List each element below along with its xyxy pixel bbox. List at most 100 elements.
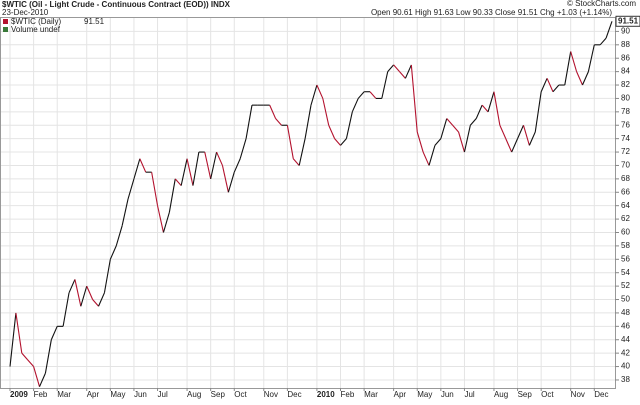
price-segment <box>15 312 23 354</box>
price-segment <box>180 158 188 186</box>
y-tick-label: 78 <box>621 107 630 116</box>
y-tick-label: 42 <box>621 348 630 357</box>
y-tick-label: 60 <box>621 228 630 237</box>
price-segment <box>381 71 389 99</box>
price-segment <box>316 84 324 99</box>
chart-title: $WTIC (Oil - Light Crude - Continuous Co… <box>2 0 231 9</box>
price-segment <box>605 21 613 39</box>
price-segment <box>50 326 58 340</box>
price-segment <box>98 292 105 307</box>
price-segment <box>133 158 141 180</box>
price-segment <box>210 151 218 179</box>
price-segment <box>399 71 406 79</box>
price-segment <box>505 138 513 153</box>
price-segment <box>357 91 365 99</box>
x-tick-label: Aug <box>494 390 508 399</box>
y-tick-label: 50 <box>621 295 630 304</box>
y-tick-label: 88 <box>621 40 630 49</box>
x-tick-label: Jul <box>464 390 474 399</box>
y-tick-label: 72 <box>621 147 630 156</box>
price-segment <box>286 125 294 159</box>
price-segment <box>115 225 123 247</box>
legend-label: $WTIC (Daily) <box>11 17 62 26</box>
last-value-label: 91.51 <box>618 16 639 25</box>
price-segment <box>475 104 483 119</box>
y-tick-label: 58 <box>621 241 630 250</box>
x-tick-label: Mar <box>364 390 378 399</box>
x-tick-label: Mar <box>57 390 71 399</box>
price-segment <box>168 178 176 213</box>
price-segment <box>121 198 129 226</box>
x-tick-label: Jul <box>158 390 168 399</box>
x-tick-label: Nov <box>571 390 585 399</box>
price-segment <box>92 299 99 307</box>
x-tick-label: Oct <box>541 390 554 399</box>
price-segment <box>269 104 277 119</box>
x-tick-label: Sep <box>211 390 226 399</box>
price-segment <box>522 125 530 146</box>
price-segment <box>422 151 430 166</box>
price-segment <box>334 138 341 146</box>
y-tick-label: 56 <box>621 254 630 263</box>
price-segment <box>139 158 147 173</box>
y-tick-label: 64 <box>621 201 630 210</box>
price-segment <box>552 84 560 93</box>
x-tick-label: Jun <box>134 390 147 399</box>
x-tick-label: May <box>417 390 432 399</box>
price-segment <box>410 64 418 132</box>
x-tick-label: Apr <box>394 390 407 399</box>
source: © StockCharts.com <box>567 0 636 8</box>
price-segment <box>39 373 46 387</box>
y-tick-label: 90 <box>621 27 630 36</box>
price-segment <box>157 205 164 233</box>
price-segment <box>151 172 159 206</box>
x-tick-label: 2009 <box>10 390 28 399</box>
price-segment <box>428 145 436 166</box>
price-segment <box>469 118 477 126</box>
price-segment <box>446 118 454 126</box>
legend-swatch <box>3 27 8 32</box>
price-segment <box>564 51 572 86</box>
x-tick-label: Nov <box>264 390 278 399</box>
x-tick-label: Feb <box>34 390 48 399</box>
price-segment <box>387 64 395 72</box>
y-tick-label: 80 <box>621 94 630 103</box>
price-segment <box>68 279 76 294</box>
price-segment <box>245 105 253 139</box>
price-segment <box>233 158 241 173</box>
price-segment <box>345 111 353 139</box>
last-value-box <box>615 15 640 27</box>
price-segment <box>109 245 117 260</box>
price-segment <box>493 91 501 126</box>
price-segment <box>511 138 519 153</box>
price-segment <box>33 366 41 387</box>
legend-value: 91.51 <box>84 17 105 26</box>
price-segment <box>534 91 542 133</box>
price-segment <box>517 125 524 139</box>
x-tick-label: Sep <box>518 390 533 399</box>
price-segment <box>452 124 459 133</box>
price-segment <box>216 151 223 166</box>
price-segment <box>298 138 306 166</box>
y-tick-label: 54 <box>621 268 630 277</box>
price-segment <box>192 151 200 186</box>
price-segment <box>570 51 578 72</box>
y-tick-label: 52 <box>621 281 630 290</box>
price-segment <box>221 165 229 193</box>
price-segment <box>304 105 312 139</box>
price-segment <box>227 172 235 193</box>
price-segment <box>27 359 35 367</box>
price-segment <box>416 131 424 153</box>
price-segment <box>458 131 465 153</box>
price-segment <box>481 104 489 113</box>
x-tick-label: Feb <box>341 390 355 399</box>
price-segment <box>275 118 282 126</box>
chart-date: 23-Dec-2010 <box>2 8 49 17</box>
price-segment <box>499 125 507 139</box>
price-segment <box>351 98 359 113</box>
price-segment <box>62 292 70 327</box>
y-tick-label: 48 <box>621 308 630 317</box>
y-tick-label: 76 <box>621 120 630 129</box>
price-segment <box>434 138 442 146</box>
